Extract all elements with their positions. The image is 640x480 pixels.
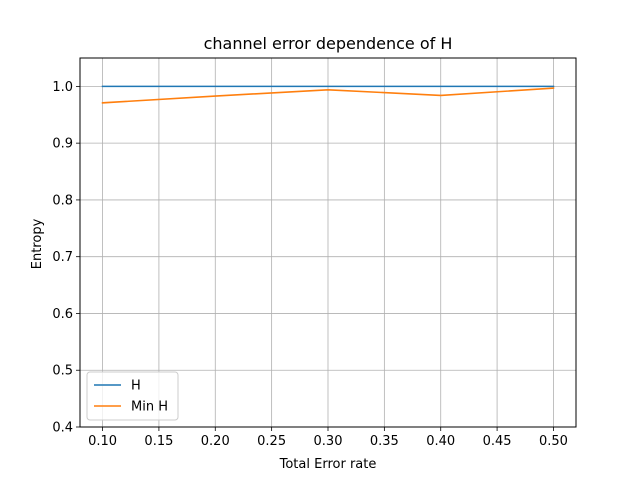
x-tick-label: 0.50 [539,434,568,449]
series-line-min-h [101,87,555,104]
y-tick-label: 0.8 [52,193,73,208]
y-tick-label: 0.6 [52,307,73,322]
x-tick-label: 0.25 [257,434,286,449]
x-axis-label: Total Error rate [279,457,377,472]
chart-title: channel error dependence of H [204,34,453,53]
x-tick-label: 0.35 [370,434,399,449]
legend-box [86,371,179,421]
y-tick-label: 0.9 [52,137,73,152]
x-tick-label: 0.20 [201,434,230,449]
y-tick-label: 0.4 [52,421,73,436]
x-tick-label: 0.40 [426,434,455,449]
y-tick-label: 0.7 [52,250,73,265]
y-tick-label: 1.0 [52,80,73,95]
x-tick-label: 0.45 [483,434,512,449]
legend-label: H [131,379,141,394]
x-axis-ticks: 0.10 0.15 0.20 0.25 0.30 0.35 0.40 0.45 0.50 [88,427,568,449]
y-axis-ticks: 0.4 0.5 0.6 0.7 0.8 0.9 1.0 [52,80,80,436]
y-axis-label: Entropy [30,218,45,269]
series-lines [101,85,555,104]
y-tick-label: 0.5 [52,364,73,379]
x-tick-label: 0.15 [144,434,173,449]
x-tick-label: 0.30 [314,434,343,449]
x-tick-label: 0.10 [88,434,117,449]
legend-label: Min H [131,400,168,415]
legend: H Min H [86,371,179,421]
